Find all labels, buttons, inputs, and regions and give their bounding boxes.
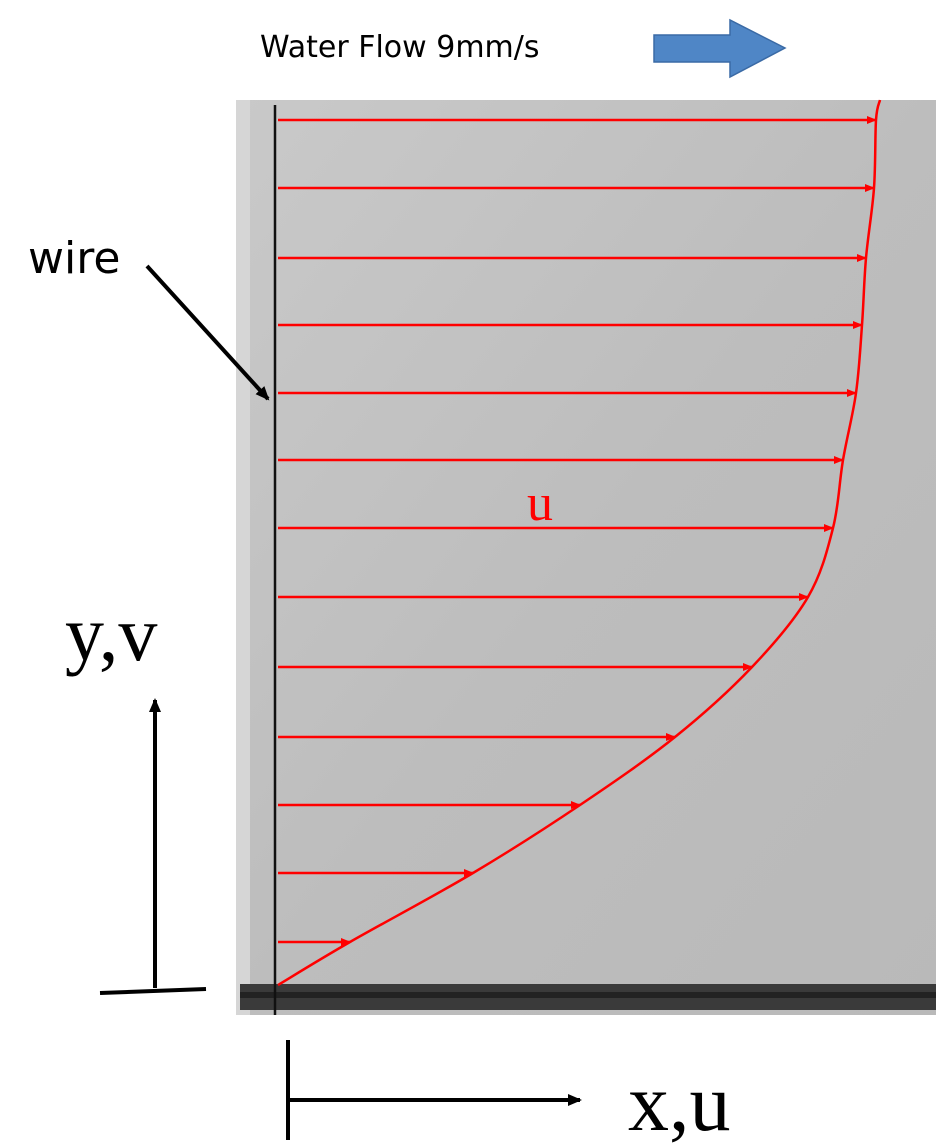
velocity-label: u xyxy=(527,475,553,532)
y-axis-base xyxy=(99,987,207,995)
flow-arrow xyxy=(653,18,787,79)
velocity-profile xyxy=(277,99,882,987)
photo-edge xyxy=(236,100,250,1015)
wire-pointer xyxy=(145,264,270,401)
velocity-curve xyxy=(277,99,882,987)
title: Water Flow 9mm/s xyxy=(260,30,540,65)
x-axis-label: x,u xyxy=(628,1057,731,1143)
wire-label: wire xyxy=(28,233,120,284)
wall-shadow xyxy=(240,992,936,998)
photo xyxy=(236,100,936,1015)
y-axis-label: y,v xyxy=(65,590,157,677)
